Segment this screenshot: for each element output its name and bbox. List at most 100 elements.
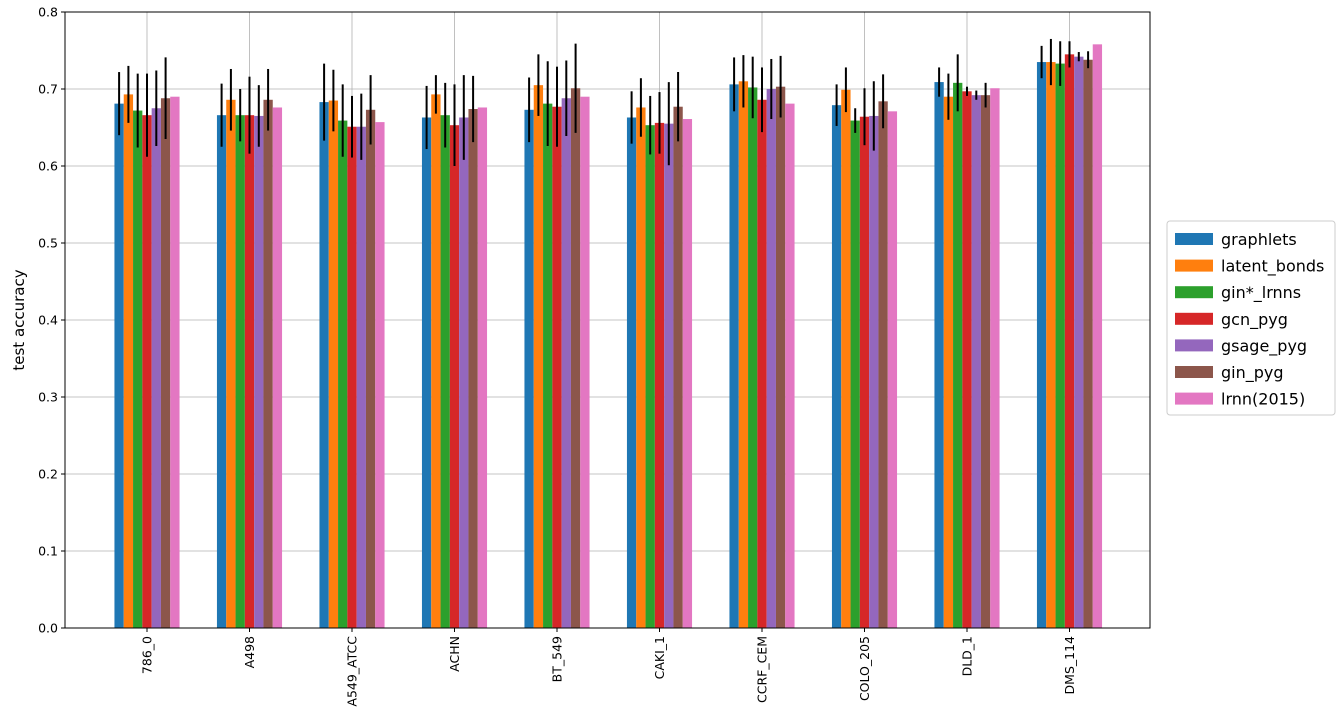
bar [114,103,124,628]
bar [477,107,488,629]
legend-label: gin*_lrnns [1221,283,1301,303]
legend-label: gcn_pyg [1221,310,1288,330]
x-tick-label: A549_ATCC [345,636,360,707]
bar [552,106,562,628]
bar [626,117,637,629]
bar [543,103,553,628]
bar [971,95,981,628]
bar [1074,56,1084,629]
legend-swatch [1175,286,1213,299]
x-tick-label: ACHN [447,636,462,672]
y-tick-label: 0.6 [38,159,58,174]
bar [338,120,348,628]
bar [561,98,571,629]
legend: graphlets latent_bonds gin*_lrnns gcn_pyggs… [1166,220,1336,416]
bar [953,82,963,629]
bar [980,95,991,628]
x-tick-label: DMS_114 [1062,636,1077,695]
x-tick-label: CCRF_CEM [755,636,770,703]
legend-swatch [1175,339,1213,352]
bar [943,96,954,628]
bar [365,109,376,629]
bar [235,115,245,629]
bar [170,96,180,628]
bar [160,98,171,629]
bar [151,108,161,628]
bar [449,125,460,628]
y-tick-label: 0.7 [38,82,58,97]
y-tick-label: 0.2 [38,467,58,482]
bar [682,119,693,628]
bar [254,115,264,628]
bar [328,100,339,629]
bar [1092,44,1103,628]
bar [869,115,879,628]
x-tick-label: 786_0 [140,636,155,674]
bar [421,117,432,629]
bar [850,120,860,628]
legend-label: graphlets [1221,230,1297,249]
axes: 0.0 0.1 0.2 0.3 0.4 0.5 0.6 0.7 0.8 786_0 A498 A549… [38,5,1077,707]
bar [216,115,227,629]
bar [990,88,1000,629]
y-tick-label: 0.3 [38,390,58,405]
bar [748,87,758,628]
bar [1036,62,1047,629]
bar [133,110,143,628]
legend-swatch [1175,233,1213,245]
y-tick-label: 0.4 [38,313,58,328]
bar [356,126,366,628]
bar [226,99,236,628]
bar [272,107,283,629]
bar [1083,59,1093,629]
x-tick-label: DLD_1 [960,636,975,676]
bar [738,81,749,629]
bar [654,122,665,628]
bar [347,126,357,628]
bar [636,107,646,629]
bar [1055,63,1065,628]
bar [1064,54,1075,629]
bar [375,122,385,629]
legend-swatch [1175,312,1213,325]
x-tick-label: A498 [242,636,257,668]
bar [533,85,544,628]
bar [1046,62,1056,629]
bar [664,123,674,629]
bar [142,115,152,629]
bar [766,89,776,628]
legend-swatch [1175,259,1213,272]
bar [934,82,944,628]
y-tick-label: 0.1 [38,544,58,559]
bar [459,117,469,629]
bar [645,125,655,628]
bar [962,91,972,628]
bar [319,102,329,629]
bar [785,103,795,628]
bars [114,44,1103,629]
bar [859,116,870,628]
y-tick-label: 0.0 [38,621,58,636]
bar [431,94,441,628]
y-tick-label: 0.8 [38,5,58,20]
bar [244,115,255,629]
bar [729,84,739,628]
bar [524,109,534,629]
x-tick-label: COLO_205 [857,636,872,701]
legend-label: lrnn(2015) [1221,390,1305,409]
bar [673,106,683,628]
bar [123,94,134,628]
y-axis-title: test accuracy [10,269,28,370]
x-tick-label: CAKI_1 [652,636,667,679]
bar [878,101,888,628]
error-bars [118,38,1090,166]
legend-label: latent_bonds [1221,257,1324,277]
bar [775,86,786,628]
bar [580,96,590,628]
bar [570,88,581,629]
legend-swatch [1175,366,1213,378]
bar [468,109,478,628]
bar [440,115,450,629]
bar [831,105,842,629]
